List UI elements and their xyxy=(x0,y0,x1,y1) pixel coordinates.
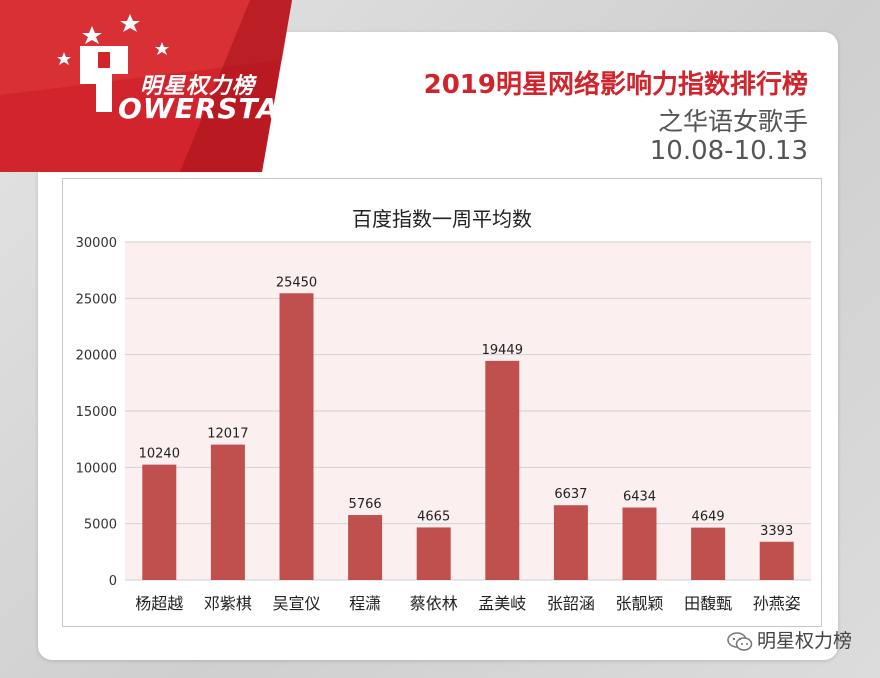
bar xyxy=(553,505,588,580)
bar xyxy=(279,293,314,580)
category-label: 张靓颖 xyxy=(615,594,663,613)
bar xyxy=(210,444,245,580)
y-tick-label: 5000 xyxy=(84,518,117,533)
data-label: 5766 xyxy=(349,497,382,512)
star-icon xyxy=(57,14,169,65)
category-label: 蔡依林 xyxy=(410,594,458,613)
data-label: 4665 xyxy=(417,509,450,524)
data-label: 3393 xyxy=(760,524,793,539)
bar xyxy=(691,527,726,580)
y-tick-label: 30000 xyxy=(76,236,117,251)
logo-mark-icon xyxy=(80,46,128,112)
category-label: 程潇 xyxy=(349,594,381,613)
category-label: 孟美岐 xyxy=(478,594,526,613)
y-tick-label: 20000 xyxy=(76,349,117,364)
page-subtitle: 之华语女歌手 xyxy=(657,107,808,136)
data-label: 12017 xyxy=(207,427,248,442)
wechat-icon xyxy=(727,631,753,651)
logo-subtext: OWERSTAR xyxy=(118,92,302,125)
bar-chart: 0 5000 10000 15000 20000 25000 30000 10240 杨超越 12… xyxy=(76,236,811,613)
category-label: 孙燕姿 xyxy=(753,594,801,613)
y-tick-label: 25000 xyxy=(76,292,117,307)
bar xyxy=(416,527,451,580)
category-label: 田馥甄 xyxy=(684,594,732,613)
chart-container: 百度指数一周平均数 0 5000 10000 15000 20000 25000 30000… xyxy=(62,178,822,627)
bar xyxy=(622,507,657,580)
category-label: 杨超越 xyxy=(135,594,183,613)
category-label: 张韶涵 xyxy=(547,594,595,613)
watermark: 明星权力榜 xyxy=(727,626,852,653)
watermark-text: 明星权力榜 xyxy=(756,630,852,652)
category-label: 吴宣仪 xyxy=(272,594,320,613)
bar xyxy=(142,464,177,580)
data-label: 4649 xyxy=(692,510,725,525)
data-label: 10240 xyxy=(139,447,180,462)
chart-title: 百度指数一周平均数 xyxy=(352,207,532,231)
date-range: 10.08-10.13 xyxy=(649,136,808,166)
bar xyxy=(485,360,520,580)
data-label: 6637 xyxy=(554,487,587,502)
data-label: 25450 xyxy=(276,275,317,290)
logo-text: 明星权力榜 xyxy=(140,74,256,99)
data-label: 6434 xyxy=(623,490,656,505)
bar xyxy=(348,515,383,580)
category-label: 邓紫棋 xyxy=(204,594,252,613)
bar xyxy=(759,541,794,580)
brand-banner xyxy=(0,0,292,172)
page-title: 2019明星网络影响力指数排行榜 xyxy=(423,70,808,100)
y-tick-label: 10000 xyxy=(76,461,117,476)
data-label: 19449 xyxy=(482,343,523,358)
y-tick-label: 15000 xyxy=(76,405,117,420)
y-tick-label: 0 xyxy=(109,574,117,589)
